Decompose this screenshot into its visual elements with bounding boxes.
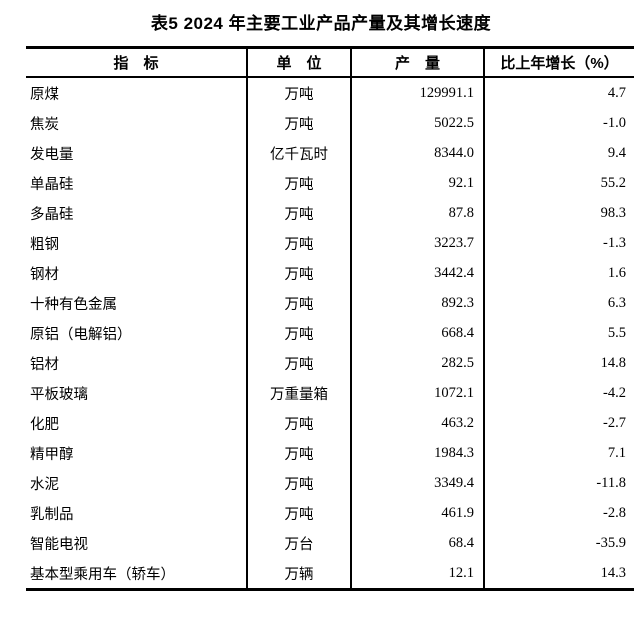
header-output: 产 量 (350, 47, 484, 78)
cell-growth: -35.9 (483, 528, 634, 558)
table-row: 水泥 万吨 3349.4 -11.8 (26, 468, 634, 498)
cell-growth: 98.3 (483, 198, 634, 228)
document-page: 表5 2024 年主要工业产品产量及其增长速度 指 标 单 位 产 量 比上年增… (0, 12, 642, 630)
table-row: 智能电视 万台 68.4 -35.9 (26, 528, 634, 558)
cell-indicator: 十种有色金属 (30, 296, 117, 313)
table-row: 钢材 万吨 3442.4 1.6 (26, 258, 634, 288)
table-body: 原煤 万吨 129991.1 4.7 焦炭 万吨 5022.5 -1.0 发电量 亿千瓦时 8344… (26, 77, 634, 590)
cell-output: 3349.4 (350, 468, 484, 498)
cell-output: 92.1 (350, 168, 484, 198)
cell-growth: 55.2 (483, 168, 634, 198)
cell-unit: 万重量箱 (246, 378, 351, 408)
cell-unit: 万吨 (246, 318, 351, 348)
cell-indicator: 平板玻璃 (30, 386, 88, 403)
table-row: 粗钢 万吨 3223.7 -1.3 (26, 228, 634, 258)
cell-unit: 万吨 (246, 258, 351, 288)
cell-unit: 亿千瓦时 (246, 138, 351, 168)
cell-indicator: 钢材 (30, 266, 59, 283)
cell-unit: 万吨 (246, 348, 351, 378)
cell-unit: 万吨 (246, 198, 351, 228)
table-row: 焦炭 万吨 5022.5 -1.0 (26, 108, 634, 138)
cell-unit: 万吨 (246, 468, 351, 498)
cell-growth: 5.5 (483, 318, 634, 348)
cell-output: 12.1 (350, 558, 484, 590)
cell-output: 129991.1 (350, 77, 484, 108)
cell-growth: 14.8 (483, 348, 634, 378)
cell-unit: 万吨 (246, 288, 351, 318)
cell-growth: -2.7 (483, 408, 634, 438)
cell-growth: -1.0 (483, 108, 634, 138)
cell-indicator: 水泥 (30, 476, 59, 493)
cell-indicator: 原煤 (30, 86, 59, 103)
cell-output: 892.3 (350, 288, 484, 318)
table-row: 化肥 万吨 463.2 -2.7 (26, 408, 634, 438)
cell-growth: 9.4 (483, 138, 634, 168)
header-row: 指 标 单 位 产 量 比上年增长（%） (26, 47, 634, 78)
cell-unit: 万吨 (246, 77, 351, 108)
table-row: 多晶硅 万吨 87.8 98.3 (26, 198, 634, 228)
cell-unit: 万吨 (246, 498, 351, 528)
cell-growth: -11.8 (483, 468, 634, 498)
cell-output: 463.2 (350, 408, 484, 438)
cell-unit: 万吨 (246, 438, 351, 468)
table-row: 单晶硅 万吨 92.1 55.2 (26, 168, 634, 198)
cell-indicator: 焦炭 (30, 116, 59, 133)
cell-unit: 万吨 (246, 228, 351, 258)
cell-indicator: 粗钢 (30, 236, 59, 253)
cell-growth: -4.2 (483, 378, 634, 408)
cell-unit: 万台 (246, 528, 351, 558)
cell-output: 461.9 (350, 498, 484, 528)
cell-indicator: 智能电视 (30, 536, 88, 553)
table-row: 十种有色金属 万吨 892.3 6.3 (26, 288, 634, 318)
cell-output: 1072.1 (350, 378, 484, 408)
header-indicator: 指 标 (26, 47, 247, 78)
table-row: 基本型乘用车（轿车） 万辆 12.1 14.3 (26, 558, 634, 590)
cell-indicator: 精甲醇 (30, 446, 74, 463)
cell-growth: 1.6 (483, 258, 634, 288)
cell-output: 282.5 (350, 348, 484, 378)
table-title: 表5 2024 年主要工业产品产量及其增长速度 (150, 14, 492, 33)
table-row: 原煤 万吨 129991.1 4.7 (26, 77, 634, 108)
cell-output: 3223.7 (350, 228, 484, 258)
table-header: 指 标 单 位 产 量 比上年增长（%） (26, 47, 634, 78)
cell-output: 1984.3 (350, 438, 484, 468)
cell-indicator: 多晶硅 (30, 206, 74, 223)
table-row: 原铝（电解铝） 万吨 668.4 5.5 (26, 318, 634, 348)
cell-unit: 万吨 (246, 108, 351, 138)
cell-output: 5022.5 (350, 108, 484, 138)
cell-output: 3442.4 (350, 258, 484, 288)
cell-indicator: 发电量 (30, 146, 74, 163)
cell-output: 668.4 (350, 318, 484, 348)
cell-unit: 万辆 (246, 558, 351, 590)
cell-output: 8344.0 (350, 138, 484, 168)
industrial-products-table: 指 标 单 位 产 量 比上年增长（%） 原煤 万吨 129991.1 4.7 焦炭 万吨… (26, 46, 634, 591)
cell-growth: 7.1 (483, 438, 634, 468)
cell-growth: -1.3 (483, 228, 634, 258)
table-row: 发电量 亿千瓦时 8344.0 9.4 (26, 138, 634, 168)
cell-indicator: 乳制品 (30, 506, 74, 523)
table-row: 乳制品 万吨 461.9 -2.8 (26, 498, 634, 528)
cell-indicator: 化肥 (30, 416, 59, 433)
cell-output: 87.8 (350, 198, 484, 228)
table-row: 平板玻璃 万重量箱 1072.1 -4.2 (26, 378, 634, 408)
table-row: 铝材 万吨 282.5 14.8 (26, 348, 634, 378)
cell-growth: 4.7 (483, 77, 634, 108)
cell-unit: 万吨 (246, 168, 351, 198)
cell-unit: 万吨 (246, 408, 351, 438)
cell-growth: 6.3 (483, 288, 634, 318)
header-unit: 单 位 (246, 47, 351, 78)
header-growth: 比上年增长（%） (483, 47, 634, 78)
table-row: 精甲醇 万吨 1984.3 7.1 (26, 438, 634, 468)
cell-indicator: 铝材 (30, 356, 59, 373)
cell-indicator: 单晶硅 (30, 176, 74, 193)
cell-growth: -2.8 (483, 498, 634, 528)
cell-indicator: 原铝（电解铝） (30, 326, 132, 343)
cell-output: 68.4 (350, 528, 484, 558)
cell-indicator: 基本型乘用车（轿车） (30, 566, 175, 583)
cell-growth: 14.3 (483, 558, 634, 590)
